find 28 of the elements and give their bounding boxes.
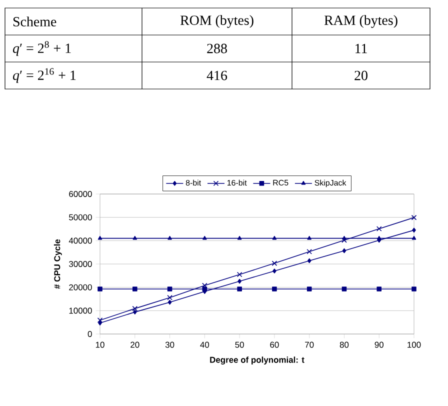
x-tick-label: 30 bbox=[165, 342, 174, 348]
x-tick-label: 50 bbox=[235, 342, 244, 348]
y-tick-label: 0 bbox=[88, 331, 92, 337]
y-tick-label: 50000 bbox=[69, 214, 92, 220]
x-axis-title: Degree of polynomial: t bbox=[210, 356, 304, 365]
x-tick-label: 10 bbox=[96, 342, 104, 348]
data-label: 288 bbox=[207, 44, 227, 54]
text: Scheme bbox=[13, 16, 56, 26]
y-axis-title: # CPU Cycle bbox=[54, 239, 62, 289]
x-tick-label: 90 bbox=[374, 342, 384, 348]
category-label: q′ = 2$^{16}$ + 1 bbox=[12, 68, 76, 83]
y-tick-label: 60000 bbox=[69, 191, 92, 197]
data-label: 20 bbox=[354, 70, 368, 80]
y-tick-label: 30000 bbox=[69, 261, 92, 267]
x-tick-label: 60 bbox=[270, 342, 279, 348]
x-tick-label: 100 bbox=[408, 342, 421, 348]
y-tick-label: 40000 bbox=[68, 238, 92, 244]
text: ROM (bytes) bbox=[180, 15, 254, 28]
x-tick-label: 40 bbox=[200, 342, 210, 348]
data-label: 11 bbox=[356, 44, 367, 54]
text: RAM (bytes) bbox=[324, 15, 398, 28]
x-tick-label: 20 bbox=[130, 342, 140, 348]
y-tick-label: 20000 bbox=[69, 284, 92, 290]
x-tick-label: 70 bbox=[305, 342, 314, 348]
data-label: 416 bbox=[206, 70, 228, 80]
y-tick-label: 10000 bbox=[69, 308, 92, 314]
x-tick-label: 80 bbox=[340, 342, 349, 348]
category-label: q′ = 2$^{8}$ + 1 bbox=[12, 41, 71, 56]
